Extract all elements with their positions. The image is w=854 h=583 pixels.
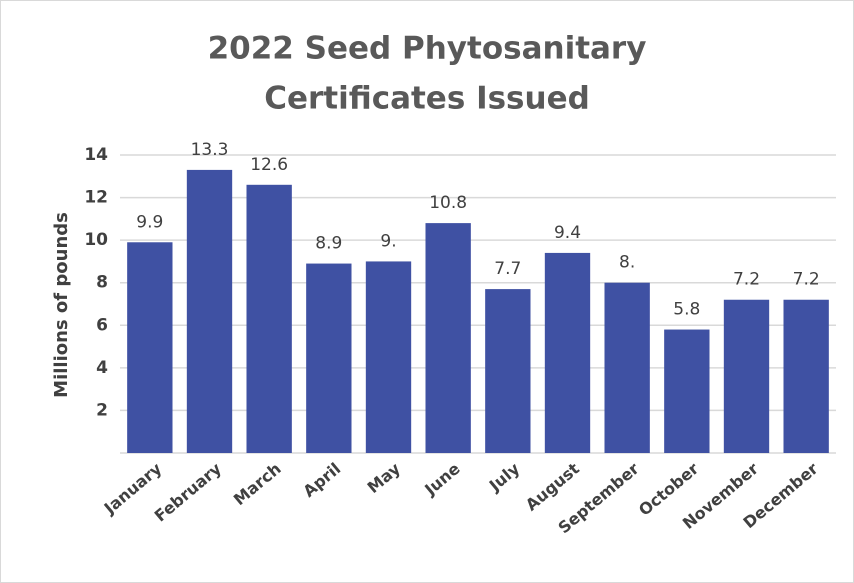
bar xyxy=(306,263,352,453)
bar xyxy=(604,282,650,453)
y-tick-label: 4 xyxy=(96,358,108,378)
value-label: 5.8 xyxy=(673,300,700,320)
value-label: 10.8 xyxy=(429,193,467,213)
y-tick-label: 2 xyxy=(96,400,108,420)
bar xyxy=(723,299,770,453)
y-tick-label: 6 xyxy=(96,315,108,335)
value-label: 13.3 xyxy=(191,140,229,160)
bar xyxy=(246,184,292,454)
y-tick-label: 10 xyxy=(84,230,108,250)
y-tick-label: 12 xyxy=(84,188,108,208)
value-label: 8. xyxy=(619,253,635,273)
bar xyxy=(544,252,591,453)
bar xyxy=(485,289,531,453)
value-label: 9.4 xyxy=(554,223,581,243)
y-tick-label: 14 xyxy=(84,145,108,165)
y-tick-label: 8 xyxy=(96,273,108,293)
value-label: 9. xyxy=(380,231,396,251)
value-label: 7.2 xyxy=(793,270,820,290)
bar xyxy=(783,299,829,453)
bar xyxy=(186,169,233,453)
value-label: 9.9 xyxy=(136,212,163,232)
value-label: 12.6 xyxy=(250,155,288,175)
value-label: 7.7 xyxy=(494,259,521,279)
value-label: 7.2 xyxy=(733,270,760,290)
chart-title: Certificates Issued xyxy=(264,81,590,117)
chart-title: 2022 Seed Phytosanitary xyxy=(208,31,647,67)
bar xyxy=(127,242,173,453)
bar xyxy=(664,329,710,453)
bar xyxy=(365,261,412,453)
bar xyxy=(425,223,471,453)
y-axis-label: Millions of pounds xyxy=(51,212,72,398)
value-label: 8.9 xyxy=(315,234,342,254)
